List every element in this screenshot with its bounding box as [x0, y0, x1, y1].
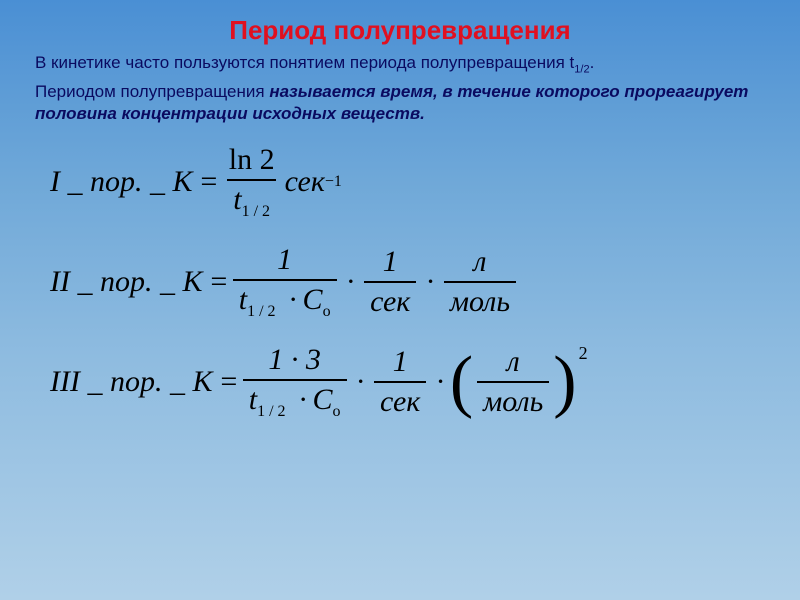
frac-l-mol: л моль: [477, 345, 549, 419]
t12-sub: 1 / 2: [242, 203, 270, 220]
frac-1-t12co: 1 t1 / 2 ·Co: [233, 243, 337, 321]
f1-label: I _ пор. _ K: [50, 165, 193, 199]
intro-text: В кинетике часто пользуются понятием пер…: [35, 52, 765, 77]
one: 1: [377, 245, 404, 281]
dot: ·: [299, 383, 307, 416]
t12-sub: 1 / 2: [257, 403, 285, 420]
o-sub: o: [323, 303, 331, 320]
C: C: [313, 383, 333, 416]
C: C: [303, 283, 323, 316]
formula-2: II _ пор. _ K = 1 t1 / 2 ·Co · 1 сек · л…: [50, 243, 765, 321]
frac-1-sek: 1 сек: [374, 345, 426, 419]
def-prefix: Периодом полупревращения: [35, 82, 269, 101]
t12-sub: 1 / 2: [247, 303, 275, 320]
one-three: 1 · 3: [262, 343, 327, 379]
formula-3: III _ пор. _ K = 1 · 3 t1 / 2 ·Co · 1 се…: [50, 343, 765, 421]
sq-exp: 2: [579, 343, 588, 364]
mol: моль: [444, 281, 516, 319]
eq: =: [209, 265, 229, 299]
ln2: ln 2: [229, 143, 275, 176]
dot: ·: [289, 283, 297, 316]
left-paren: (: [450, 357, 473, 406]
intro-prefix: В кинетике часто пользуются понятием пер…: [35, 53, 574, 72]
frac-l-mol: л моль: [444, 245, 516, 319]
intro-suffix: .: [590, 53, 595, 72]
page-title: Период полупревращения: [35, 15, 765, 46]
o-sub: o: [333, 403, 341, 420]
paren-l-mol-sq: ( л моль ) 2: [450, 345, 588, 419]
definition-text: Периодом полупревращения называется врем…: [35, 81, 765, 125]
frac-ln2-t12: ln 2 t1 / 2: [223, 143, 281, 221]
f3-label: III _ пор. _ K: [50, 365, 212, 399]
t: t: [239, 283, 247, 316]
frac-1-sek: 1 сек: [364, 245, 416, 319]
intro-sub: 1/2: [574, 63, 589, 75]
l: л: [501, 345, 526, 381]
dot: ·: [347, 265, 355, 299]
dot: ·: [426, 265, 434, 299]
dot: ·: [357, 365, 365, 399]
sek: сек: [374, 381, 426, 419]
one: 1: [387, 345, 414, 381]
t: t: [233, 183, 241, 216]
sek: сек: [364, 281, 416, 319]
neg1: −1: [325, 173, 342, 191]
t: t: [249, 383, 257, 416]
formula-1: I _ пор. _ K = ln 2 t1 / 2 сек−1: [50, 143, 765, 221]
frac-13-t12co: 1 · 3 t1 / 2 ·Co: [243, 343, 347, 421]
l: л: [467, 245, 492, 281]
mol: моль: [477, 381, 549, 419]
eq: =: [199, 165, 219, 199]
dot: ·: [436, 365, 444, 399]
right-paren: ): [553, 357, 576, 406]
formulas-block: I _ пор. _ K = ln 2 t1 / 2 сек−1 II _ по…: [35, 143, 765, 421]
one: 1: [271, 243, 298, 279]
eq: =: [218, 365, 238, 399]
sek: сек: [285, 165, 325, 199]
f2-label: II _ пор. _ K: [50, 265, 203, 299]
